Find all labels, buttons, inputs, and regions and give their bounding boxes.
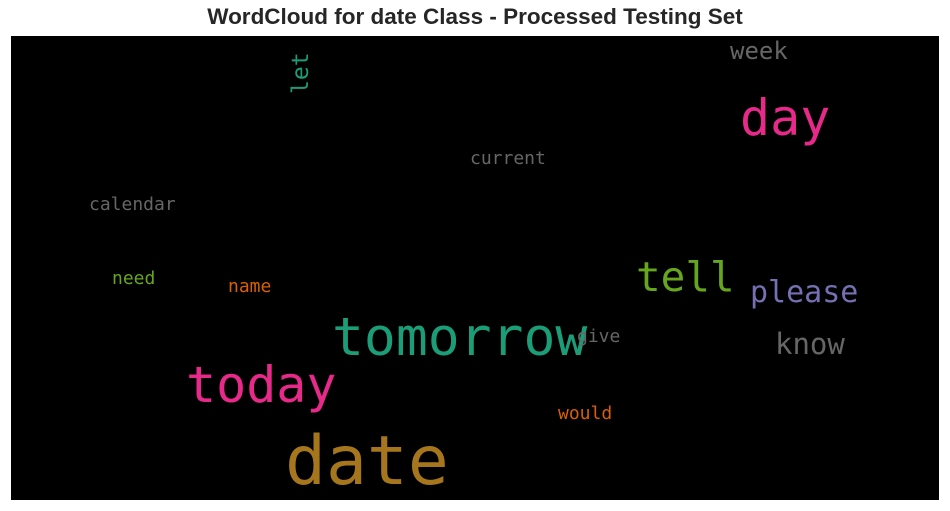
word-day: day xyxy=(740,89,830,147)
word-current: current xyxy=(470,148,546,169)
word-please: please xyxy=(750,275,858,310)
word-date: date xyxy=(285,422,449,500)
word-tomorrow: tomorrow xyxy=(332,307,587,368)
word-calendar: calendar xyxy=(89,194,176,215)
word-need: need xyxy=(112,268,155,289)
word-week: week xyxy=(730,37,788,65)
word-let: let xyxy=(288,52,314,94)
word-would: would xyxy=(558,403,612,424)
chart-title: WordCloud for date Class - Processed Tes… xyxy=(207,4,743,29)
word-tell: tell xyxy=(636,253,735,301)
word-today: today xyxy=(186,356,337,414)
word-give: give xyxy=(577,326,620,347)
wordcloud-canvas: date tomorrow today day tell please know week le… xyxy=(11,36,939,500)
word-name: name xyxy=(228,276,271,297)
word-know: know xyxy=(775,327,845,361)
